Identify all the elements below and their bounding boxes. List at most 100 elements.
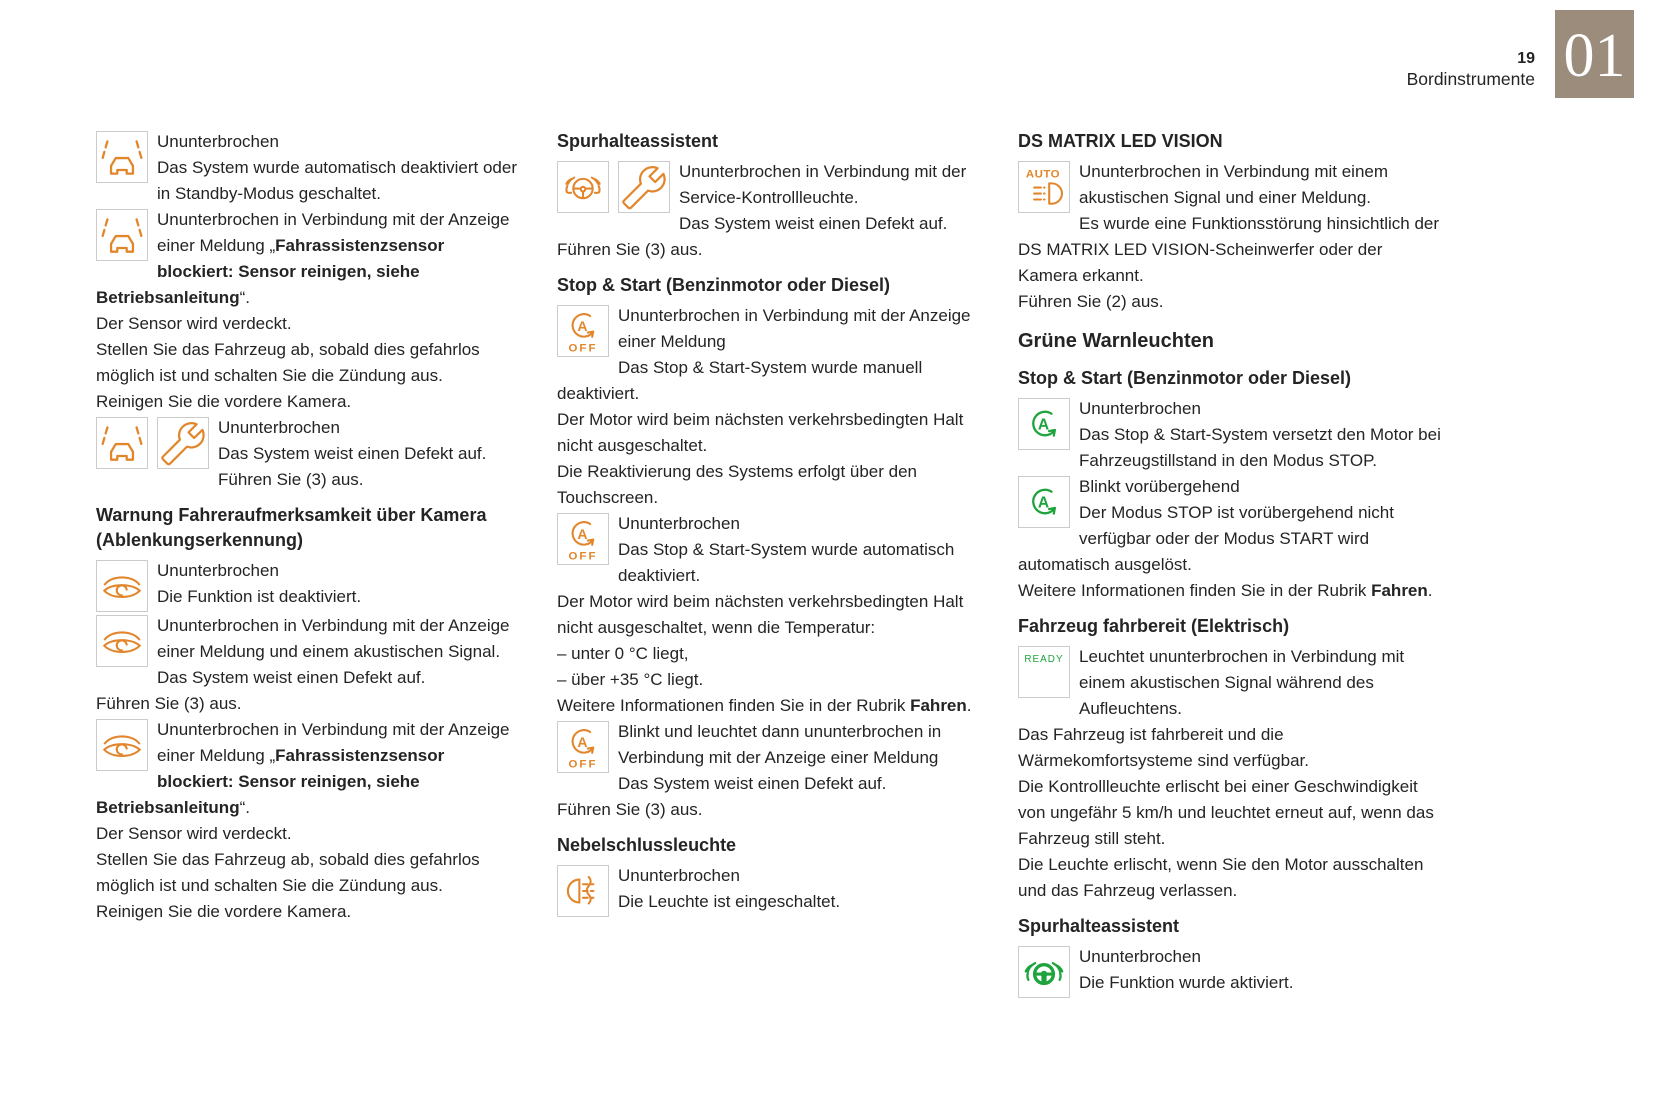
wrench-icon	[157, 417, 209, 469]
entry-text: Ununterbrochen Die Funktion wurde aktivie…	[1018, 944, 1442, 996]
steering-hands-green-icon	[1018, 946, 1070, 998]
warning-light-entry: A OFF Ununterbrochen Das Stop & Start-Syste…	[557, 511, 981, 719]
entry-text-bold-segment: Fahren	[1371, 581, 1428, 600]
steering-hands-icon	[557, 161, 609, 213]
svg-text:A: A	[577, 734, 587, 750]
entry-text-segment: Reinigen Sie die vordere Kamera.	[96, 392, 352, 411]
entry-heading: Stop & Start (Benzinmotor oder Diesel)	[1018, 368, 1352, 388]
entry-text: Ununterbrochen in Verbindung mit der Anz…	[96, 717, 520, 925]
warning-light-entry: Ununterbrochen Die Leuchte ist eingeschal…	[557, 863, 981, 918]
entry-text-segment: Reinigen Sie die vordere Kamera.	[96, 902, 352, 921]
entry-text-segment: Es wurde eine Funktionsstörung hinsichtl…	[1018, 214, 1440, 285]
eye-icon	[96, 615, 148, 667]
entry-text-segment: Führen Sie (2) aus.	[1018, 292, 1164, 311]
entry-text: Ununterbrochen in Verbindung mit der Ser…	[557, 159, 981, 263]
entry-text: Ununterbrochen Das Stop & Start-System ve…	[1018, 396, 1442, 474]
entry-text: Blinkt und leuchtet dann ununterbrochen …	[557, 719, 981, 823]
entry-text: Leuchtet ununterbrochen in Verbindung mi…	[1018, 644, 1442, 904]
entry-text: Ununterbrochen in Verbindung mit der Anz…	[96, 207, 520, 415]
entry-text-bold-segment: Fahrassistenzsensor blockiert: Sensor re…	[96, 746, 445, 817]
entry-text-segment: .	[966, 696, 972, 715]
entry-text-segment: Die Kontrollleuchte erlischt bei einer G…	[1018, 777, 1434, 848]
chapter-tab: 01	[1555, 10, 1634, 98]
page-number: 19	[1517, 50, 1535, 67]
columns: Ununterbrochen Das System wurde automatis…	[96, 129, 1442, 999]
entry-heading: Spurhalteassistent	[1018, 916, 1180, 936]
entry-text: Ununterbrochen in Verbindung mit der Anz…	[557, 303, 981, 511]
entry-text: Ununterbrochen in Verbindung mit einem a…	[1018, 159, 1442, 315]
entry-heading: DS MATRIX LED VISION	[1018, 131, 1223, 151]
entry-text-segment: Ununterbrochen	[157, 561, 279, 580]
svg-text:A: A	[1038, 417, 1049, 434]
entry-text-segment: Das System weist einen Defekt auf.	[157, 668, 426, 687]
entry-text-segment: Der Modus STOP ist vorübergehend nicht v…	[1018, 503, 1394, 574]
warning-light-entry: Ununterbrochen in Verbindung mit der Anz…	[96, 613, 520, 717]
page-section-title: Bordinstrumente	[1406, 69, 1535, 89]
svg-text:A: A	[577, 526, 587, 542]
entry-text: Ununterbrochen Das System weist einen Def…	[96, 415, 520, 493]
entry-text-segment: – unter 0 °C liegt,	[557, 644, 689, 663]
entry-text: Blinkt vorübergehend Der Modus STOP ist v…	[1018, 474, 1442, 604]
warning-light-entry: Ununterbrochen Das System weist einen Def…	[96, 415, 520, 493]
entry-text-segment: Führen Sie (3) aus.	[96, 694, 242, 713]
warning-light-entry: AUTO Ununterbrochen in Verbindung mit ein…	[1018, 159, 1442, 315]
entry-text-segment: Weitere Informationen finden Sie in der …	[1018, 581, 1372, 600]
warning-light-entry: A Blinkt vorübergehend Der Modus STOP ist …	[1018, 474, 1442, 604]
section-heading: Grüne Warnleuchten	[1018, 330, 1214, 352]
svg-text:OFF: OFF	[568, 550, 597, 562]
svg-text:OFF: OFF	[568, 758, 597, 770]
entry-text-segment: Die Leuchte erlischt, wenn Sie den Motor…	[1018, 855, 1424, 900]
svg-text:OFF: OFF	[568, 342, 597, 354]
entry-text-segment: Weitere Informationen finden Sie in der …	[557, 696, 911, 715]
entry-text-bold-segment: Fahren	[910, 696, 967, 715]
entry-text-segment: Der Sensor wird verdeckt.	[96, 824, 292, 843]
entry-text: Ununterbrochen Das System wurde automatis…	[96, 129, 520, 207]
warning-light-entry: Ununterbrochen in Verbindung mit der Anz…	[96, 717, 520, 925]
entry-text-segment: .	[1427, 581, 1433, 600]
a-green-icon: A	[1018, 398, 1070, 450]
entry-text-segment: Das Stop & Start-System wurde automatisc…	[618, 540, 955, 585]
svg-text:A: A	[1038, 495, 1049, 512]
entry-text-segment: Der Sensor wird verdeckt.	[96, 314, 292, 333]
entry-text-segment: Leuchtet ununterbrochen in Verbindung mi…	[1079, 647, 1405, 718]
entry-text-segment: Der Motor wird beim nächsten verkehrsbed…	[557, 410, 964, 455]
entry-text-segment: Ununterbrochen	[618, 514, 740, 533]
entry-text-segment: Der Motor wird beim nächsten verkehrsbed…	[557, 592, 964, 637]
warning-light-entry: A OFF Ununterbrochen in Verbindung mit der…	[557, 303, 981, 511]
entry-text-bold-segment: Fahrassistenzsensor blockiert: Sensor re…	[96, 236, 445, 307]
entry-text-segment: Ununterbrochen	[218, 418, 340, 437]
warning-light-entry: Ununterbrochen Die Funktion ist deaktivie…	[96, 558, 520, 613]
wrench-icon	[618, 161, 670, 213]
entry-text-segment: Das System weist einen Defekt auf.	[679, 214, 948, 233]
entry-text-segment: Das System weist einen Defekt auf.	[218, 444, 487, 463]
eye-icon	[96, 560, 148, 612]
page-info: 19 Bordinstrumente	[1407, 50, 1535, 90]
entry-text-segment: Führen Sie (3) aus.	[557, 240, 703, 259]
entry-text-segment: Führen Sie (3) aus.	[218, 470, 364, 489]
warning-light-entry: Ununterbrochen in Verbindung mit der Ser…	[557, 159, 981, 263]
lane-assist-icon	[96, 209, 148, 261]
entry-text-segment: Ununterbrochen in Verbindung mit einem a…	[1079, 162, 1389, 207]
ready-icon: READY	[1018, 646, 1070, 698]
entry-text-segment: Ununterbrochen	[618, 866, 740, 885]
warning-light-entry: A OFF Blinkt und leuchtet dann ununterbroc…	[557, 719, 981, 823]
a-green-icon: A	[1018, 476, 1070, 528]
entry-text: Ununterbrochen Die Funktion ist deaktivie…	[96, 558, 520, 610]
entry-heading: Warnung Fahreraufmerksamkeit über Kamera…	[96, 505, 487, 550]
entry-text-segment: Stellen Sie das Fahrzeug ab, sobald dies…	[96, 340, 480, 385]
entry-text-segment: Ununterbrochen in Verbindung mit der Anz…	[618, 306, 971, 351]
entry-text-segment: Die Leuchte ist eingeschaltet.	[618, 892, 841, 911]
warning-light-entry: READY Leuchtet ununterbrochen in Verbindu…	[1018, 644, 1442, 904]
chapter-number: 01	[1563, 21, 1626, 90]
entry-text: Ununterbrochen in Verbindung mit der Anz…	[96, 613, 520, 717]
entry-text-segment: Das Stop & Start-System versetzt den Mot…	[1079, 425, 1441, 470]
entry-text-segment: Blinkt und leuchtet dann ununterbrochen …	[618, 722, 942, 767]
auto-matrix-icon: AUTO	[1018, 161, 1070, 213]
entry-text-segment: Ununterbrochen	[1079, 399, 1201, 418]
entry-text-segment: Das System wurde automatisch deaktiviert…	[157, 158, 517, 203]
lane-assist-icon	[96, 417, 148, 469]
entry-text-segment: Die Funktion ist deaktiviert.	[157, 587, 362, 606]
entry-text-segment: Die Funktion wurde aktiviert.	[1079, 973, 1294, 992]
entry-text-segment: Das Fahrzeug ist fahrbereit und die Wärm…	[1018, 725, 1309, 770]
